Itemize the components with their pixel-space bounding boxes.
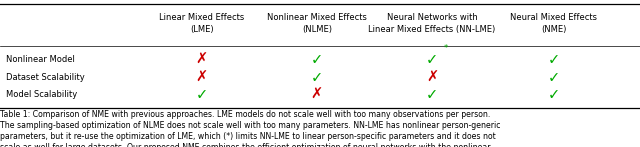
Text: ✓: ✓: [310, 70, 323, 85]
Text: ✗: ✗: [310, 87, 323, 102]
Text: Table 1: Comparison of NME with previous approaches. LME models do not scale wel: Table 1: Comparison of NME with previous…: [0, 110, 500, 147]
Text: Neural Mixed Effects
(NME): Neural Mixed Effects (NME): [510, 14, 597, 34]
Text: ✗: ✗: [195, 52, 208, 67]
Text: *: *: [444, 44, 448, 53]
Text: ✓: ✓: [195, 87, 208, 102]
Text: Nonlinear Model: Nonlinear Model: [6, 55, 76, 64]
Text: ✓: ✓: [426, 52, 438, 67]
Text: Linear Mixed Effects
(LME): Linear Mixed Effects (LME): [159, 14, 244, 34]
Text: Nonlinear Mixed Effects
(NLME): Nonlinear Mixed Effects (NLME): [267, 14, 367, 34]
Text: ✗: ✗: [195, 70, 208, 85]
Text: Neural Networks with
Linear Mixed Effects (NN-LME): Neural Networks with Linear Mixed Effect…: [369, 14, 495, 34]
Text: ✓: ✓: [547, 52, 560, 67]
Text: Dataset Scalability: Dataset Scalability: [6, 73, 85, 82]
Text: ✓: ✓: [547, 87, 560, 102]
Text: ✓: ✓: [310, 52, 323, 67]
Text: ✗: ✗: [426, 70, 438, 85]
Text: Model Scalability: Model Scalability: [6, 90, 77, 99]
Text: ✓: ✓: [547, 70, 560, 85]
Text: ✓: ✓: [426, 87, 438, 102]
